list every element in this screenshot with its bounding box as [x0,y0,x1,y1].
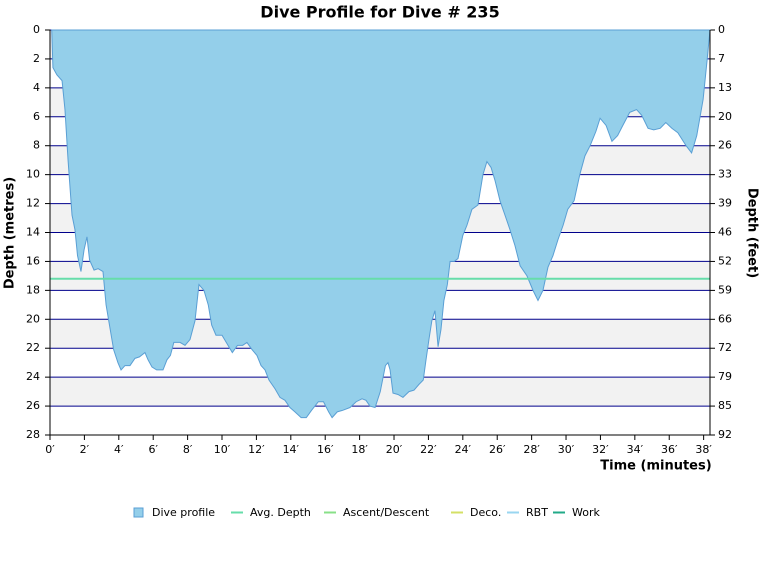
y2-tick-label: 26 [718,139,732,152]
y2-tick-label: 33 [718,168,732,181]
y2-tick-label: 7 [718,52,725,65]
x-tick-label: 14′ [283,443,300,456]
y2-tick-label: 79 [718,370,732,383]
y2-tick-label: 66 [718,312,732,325]
y-tick-label: 20 [26,312,40,325]
x-tick-label: 0′ [45,443,55,456]
y-tick-label: 16 [26,254,40,267]
legend-label: RBT [526,506,548,519]
x-tick-label: 18′ [351,443,368,456]
x-tick-label: 20′ [386,443,403,456]
legend-swatch [133,507,144,518]
y2-tick-label: 92 [718,428,732,441]
dive-profile-area [51,29,711,419]
y-tick-label: 14 [26,226,40,239]
x-axis-title: Time (minutes) [600,459,711,474]
legend-label: Work [572,506,600,519]
chart-title: Dive Profile for Dive # 235 [260,3,499,22]
legend-label: Deco. [470,506,501,519]
x-tick-label: 4′ [114,443,124,456]
y2-tick-label: 59 [718,283,732,296]
y-tick-label: 22 [26,341,40,354]
x-tick-label: 30′ [558,443,575,456]
x-tick-label: 6′ [148,443,158,456]
x-tick-label: 8′ [183,443,193,456]
y-tick-label: 28 [26,428,40,441]
y2-axis-title: Depth (feet) [745,188,760,278]
y-tick-label: 4 [33,81,40,94]
x-tick-label: 16′ [317,443,334,456]
x-tick-label: 12′ [248,443,265,456]
x-tick-label: 34′ [627,443,644,456]
x-tick-label: 22′ [420,443,437,456]
y-tick-label: 26 [26,399,40,412]
x-tick-label: 10′ [214,443,231,456]
legend-label: Dive profile [152,506,215,519]
y-tick-label: 8 [33,139,40,152]
y-tick-label: 2 [33,52,40,65]
y2-tick-label: 72 [718,341,732,354]
y-axis-title: Depth (metres) [3,177,18,289]
x-tick-label: 36′ [661,443,678,456]
y-tick-label: 24 [26,370,40,383]
y2-tick-label: 46 [718,226,732,239]
y2-tick-label: 85 [718,399,732,412]
x-tick-label: 32′ [592,443,609,456]
legend-label: Avg. Depth [250,506,311,519]
y2-tick-label: 0 [718,23,725,36]
y-tick-label: 10 [26,168,40,181]
y-tick-label: 6 [33,110,40,123]
x-tick-label: 28′ [523,443,540,456]
y2-tick-label: 52 [718,254,732,267]
x-tick-label: 24′ [455,443,472,456]
y-tick-label: 0 [33,23,40,36]
y-tick-label: 18 [26,283,40,296]
x-tick-label: 38′ [695,443,712,456]
y-tick-label: 12 [26,197,40,210]
y2-tick-label: 20 [718,110,732,123]
x-tick-label: 26′ [489,443,506,456]
y2-tick-label: 13 [718,81,732,94]
legend-label: Ascent/Descent [343,506,430,519]
y2-tick-label: 39 [718,197,732,210]
x-tick-label: 2′ [80,443,90,456]
